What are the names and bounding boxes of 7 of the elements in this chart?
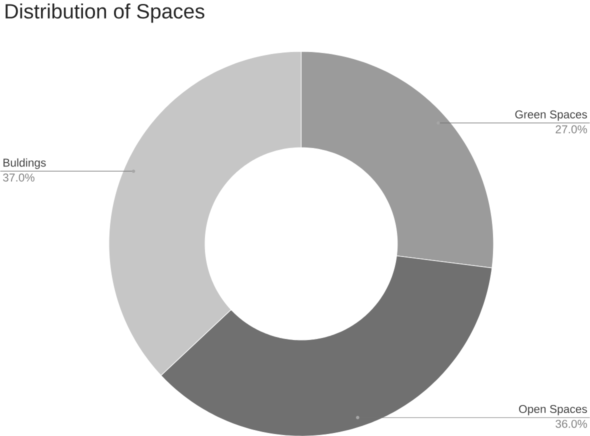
slice-label: Buldings bbox=[4, 158, 46, 169]
data-label: 27.0% bbox=[556, 125, 587, 134]
chart-title: Distribution of Spaces bbox=[6, 3, 204, 22]
data-label: 36.0% bbox=[556, 420, 587, 428]
slice-label: Open Spaces bbox=[519, 404, 587, 416]
slice-label: Green Spaces bbox=[515, 110, 587, 120]
data-label: 37.0% bbox=[3, 173, 34, 182]
